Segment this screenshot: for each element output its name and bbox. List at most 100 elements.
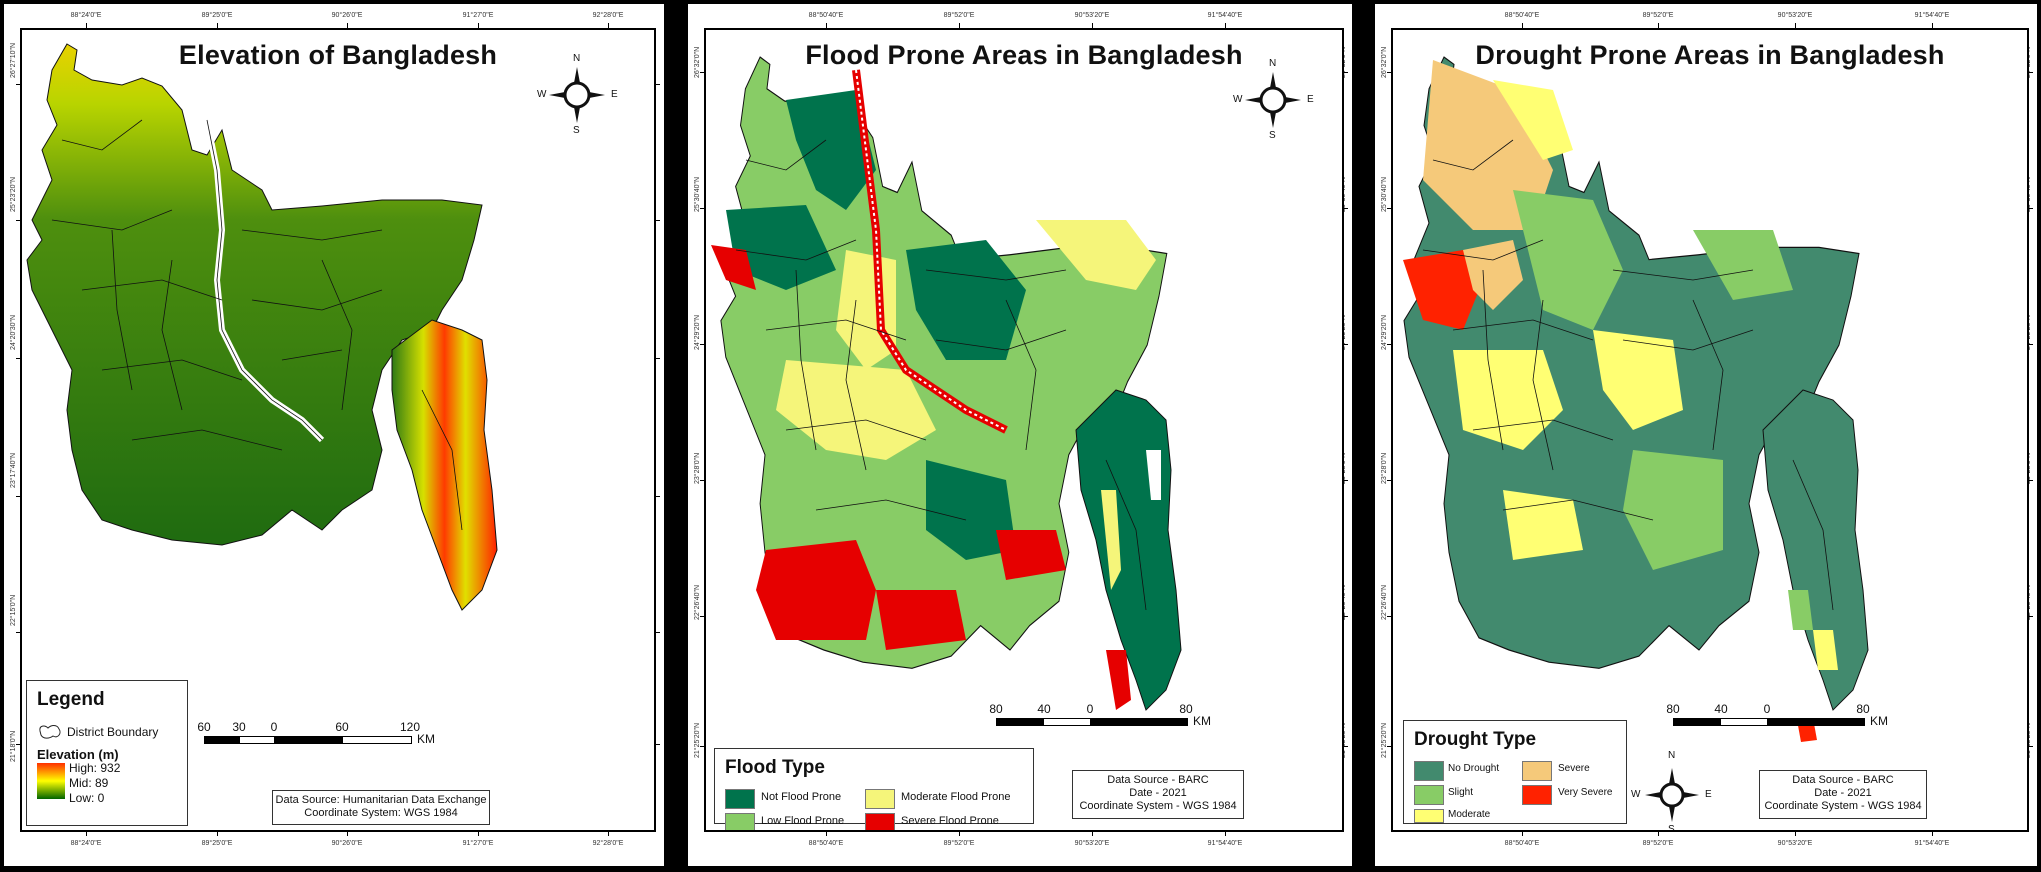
source-line: Data Source: Humanitarian Data Exchange [275,794,487,806]
compass-e-label: E [1705,789,1712,800]
north-arrow-compass: N S W E [1233,58,1314,141]
compass-e-label: E [1307,94,1314,105]
compass-n-label: N [1668,750,1676,761]
legend-swatch-slight [1414,785,1444,805]
lat-tick-label: 26°32'0"N [694,46,701,78]
north-arrow-compass: N S W E [1631,750,1712,832]
source-line: Data Source - BARC [1107,774,1209,786]
lat-tick-label: 25°23'20"N [10,176,17,212]
lon-tick-label: 89°52'0"E [1642,840,1674,847]
scale-label: 40 [1037,702,1051,716]
lon-tick-label: 90°53'20"E [1777,12,1813,19]
legend-label: Moderate [1448,809,1491,820]
lat-tick-label: 23°17'40"N [10,452,17,488]
lat-tick-label: 22°26'40"N [694,584,701,620]
lat-tick-label: 21°25'20"N [694,722,701,758]
compass-rose-icon [1245,72,1301,128]
scale-label: 30 [232,720,246,734]
lat-tick-label: 26°32'0"N [1381,46,1388,78]
compass-w-label: W [537,89,547,100]
compass-w-label: W [1631,789,1641,800]
scale-bar: 80 40 0 80 KM [988,702,1218,732]
lat-tick-label: 25°30'40"N [694,176,701,212]
scale-label: 60 [197,720,211,734]
compass-s-label: S [573,125,580,136]
map-frame: Drought Prone Areas in Bangladesh [1391,28,2029,832]
compass-n-label: N [573,53,581,64]
scale-label: 80 [989,702,1003,716]
legend-swatch-not-flood-prone [725,789,755,809]
elevation-map-panel: 88°24'0"E 89°25'0"E 90°26'0"E 91°27'0"E … [4,4,664,866]
compass-s-label: S [1668,824,1675,832]
scale-unit: KM [1870,714,1888,728]
legend-title: Flood Type [725,757,825,778]
drought-legend: Drought Type No Drought Slight Moderate … [1403,720,1627,824]
data-source-box: Data Source - BARC Date - 2021 Coordinat… [1072,770,1244,819]
map-title: Elevation of Bangladesh [178,40,498,70]
scale-unit: KM [417,732,435,746]
legend-swatch-severe-flood-prone [865,813,895,830]
bangladesh-flood-map [711,56,1182,711]
lon-tick-label: 90°53'20"E [1074,840,1110,847]
lon-tick-label: 88°50'40"E [1504,840,1540,847]
scale-bar: 60 30 0 60 120 KM [194,720,454,750]
lon-tick-label: 88°50'40"E [1504,12,1540,19]
map-frame: Flood Prone Areas in Bangladesh [704,28,1344,832]
legend-swatch-moderate [1414,809,1444,823]
scale-label: 0 [1763,702,1771,716]
lat-tick-label: 21°18'0"N [10,730,17,762]
scale-label: 60 [335,720,349,734]
data-source-box: Data Source - BARC Date - 2021 Coordinat… [1759,770,1927,819]
legend-swatch-no-drought [1414,761,1444,781]
scale-unit: KM [1193,714,1211,728]
elevation-legend: Legend District Boundary Elevation (m) H… [26,680,188,826]
lon-tick-label: 88°50'40"E [808,840,844,847]
lon-tick-label: 89°25'0"E [201,12,233,19]
elevation-color-ramp [37,763,65,799]
legend-swatch-low-flood-prone [725,813,755,830]
north-arrow-compass: N S W E [537,53,618,136]
data-source-box: Data Source: Humanitarian Data Exchange … [272,790,490,825]
lon-tick-label: 91°54'40"E [1914,840,1950,847]
coordinate-system-line: Coordinate System - WGS 1984 [1764,800,1922,812]
compass-rose-icon [549,67,605,123]
lat-tick-label: 22°26'40"N [1381,584,1388,620]
legend-label: Low Flood Prone [761,815,845,827]
source-line: Data Source - BARC [1792,774,1894,786]
lon-tick-label: 90°26'0"E [331,840,363,847]
compass-e-label: E [611,89,618,100]
legend-label: Not Flood Prone [761,791,842,803]
legend-label: Severe Flood Prone [901,815,999,827]
lon-tick-label: 88°24'0"E [70,12,102,19]
scale-label: 80 [1179,702,1193,716]
scale-label: 40 [1714,702,1728,716]
lon-tick-label: 90°53'20"E [1074,12,1110,19]
lon-tick-label: 89°25'0"E [201,840,233,847]
lon-tick-label: 91°27'0"E [462,12,494,19]
boundary-label: District Boundary [67,725,159,739]
scale-label: 0 [1086,702,1094,716]
coordinate-system-line: Coordinate System: WGS 1984 [304,807,458,819]
ramp-title: Elevation (m) [37,747,119,762]
scale-label: 80 [1856,702,1870,716]
map-title: Flood Prone Areas in Bangladesh [805,40,1243,70]
ramp-mid-label: Mid: 89 [69,776,109,790]
drought-map-panel: 88°50'40"E 89°52'0"E 90°53'20"E 91°54'40… [1375,4,2037,866]
lon-tick-label: 91°54'40"E [1207,12,1243,19]
lon-tick-label: 90°26'0"E [331,12,363,19]
lon-tick-label: 90°53'20"E [1777,840,1813,847]
lon-tick-label: 89°52'0"E [943,840,975,847]
lon-tick-label: 88°24'0"E [70,840,102,847]
legend-title: Drought Type [1414,729,1537,750]
lon-tick-label: 88°50'40"E [808,12,844,19]
map-frame: Elevation of Bangladesh [20,28,656,832]
lat-tick-label: 24°20'30"N [10,314,17,350]
coordinate-system-line: Coordinate System - WGS 1984 [1079,800,1237,812]
ramp-high-label: High: 932 [69,761,121,775]
district-boundary-icon [39,725,61,739]
compass-s-label: S [1269,130,1276,141]
compass-n-label: N [1269,58,1277,69]
date-line: Date - 2021 [1129,787,1187,799]
lat-tick-label: 25°30'40"N [1381,176,1388,212]
lon-tick-label: 91°54'40"E [1914,12,1950,19]
